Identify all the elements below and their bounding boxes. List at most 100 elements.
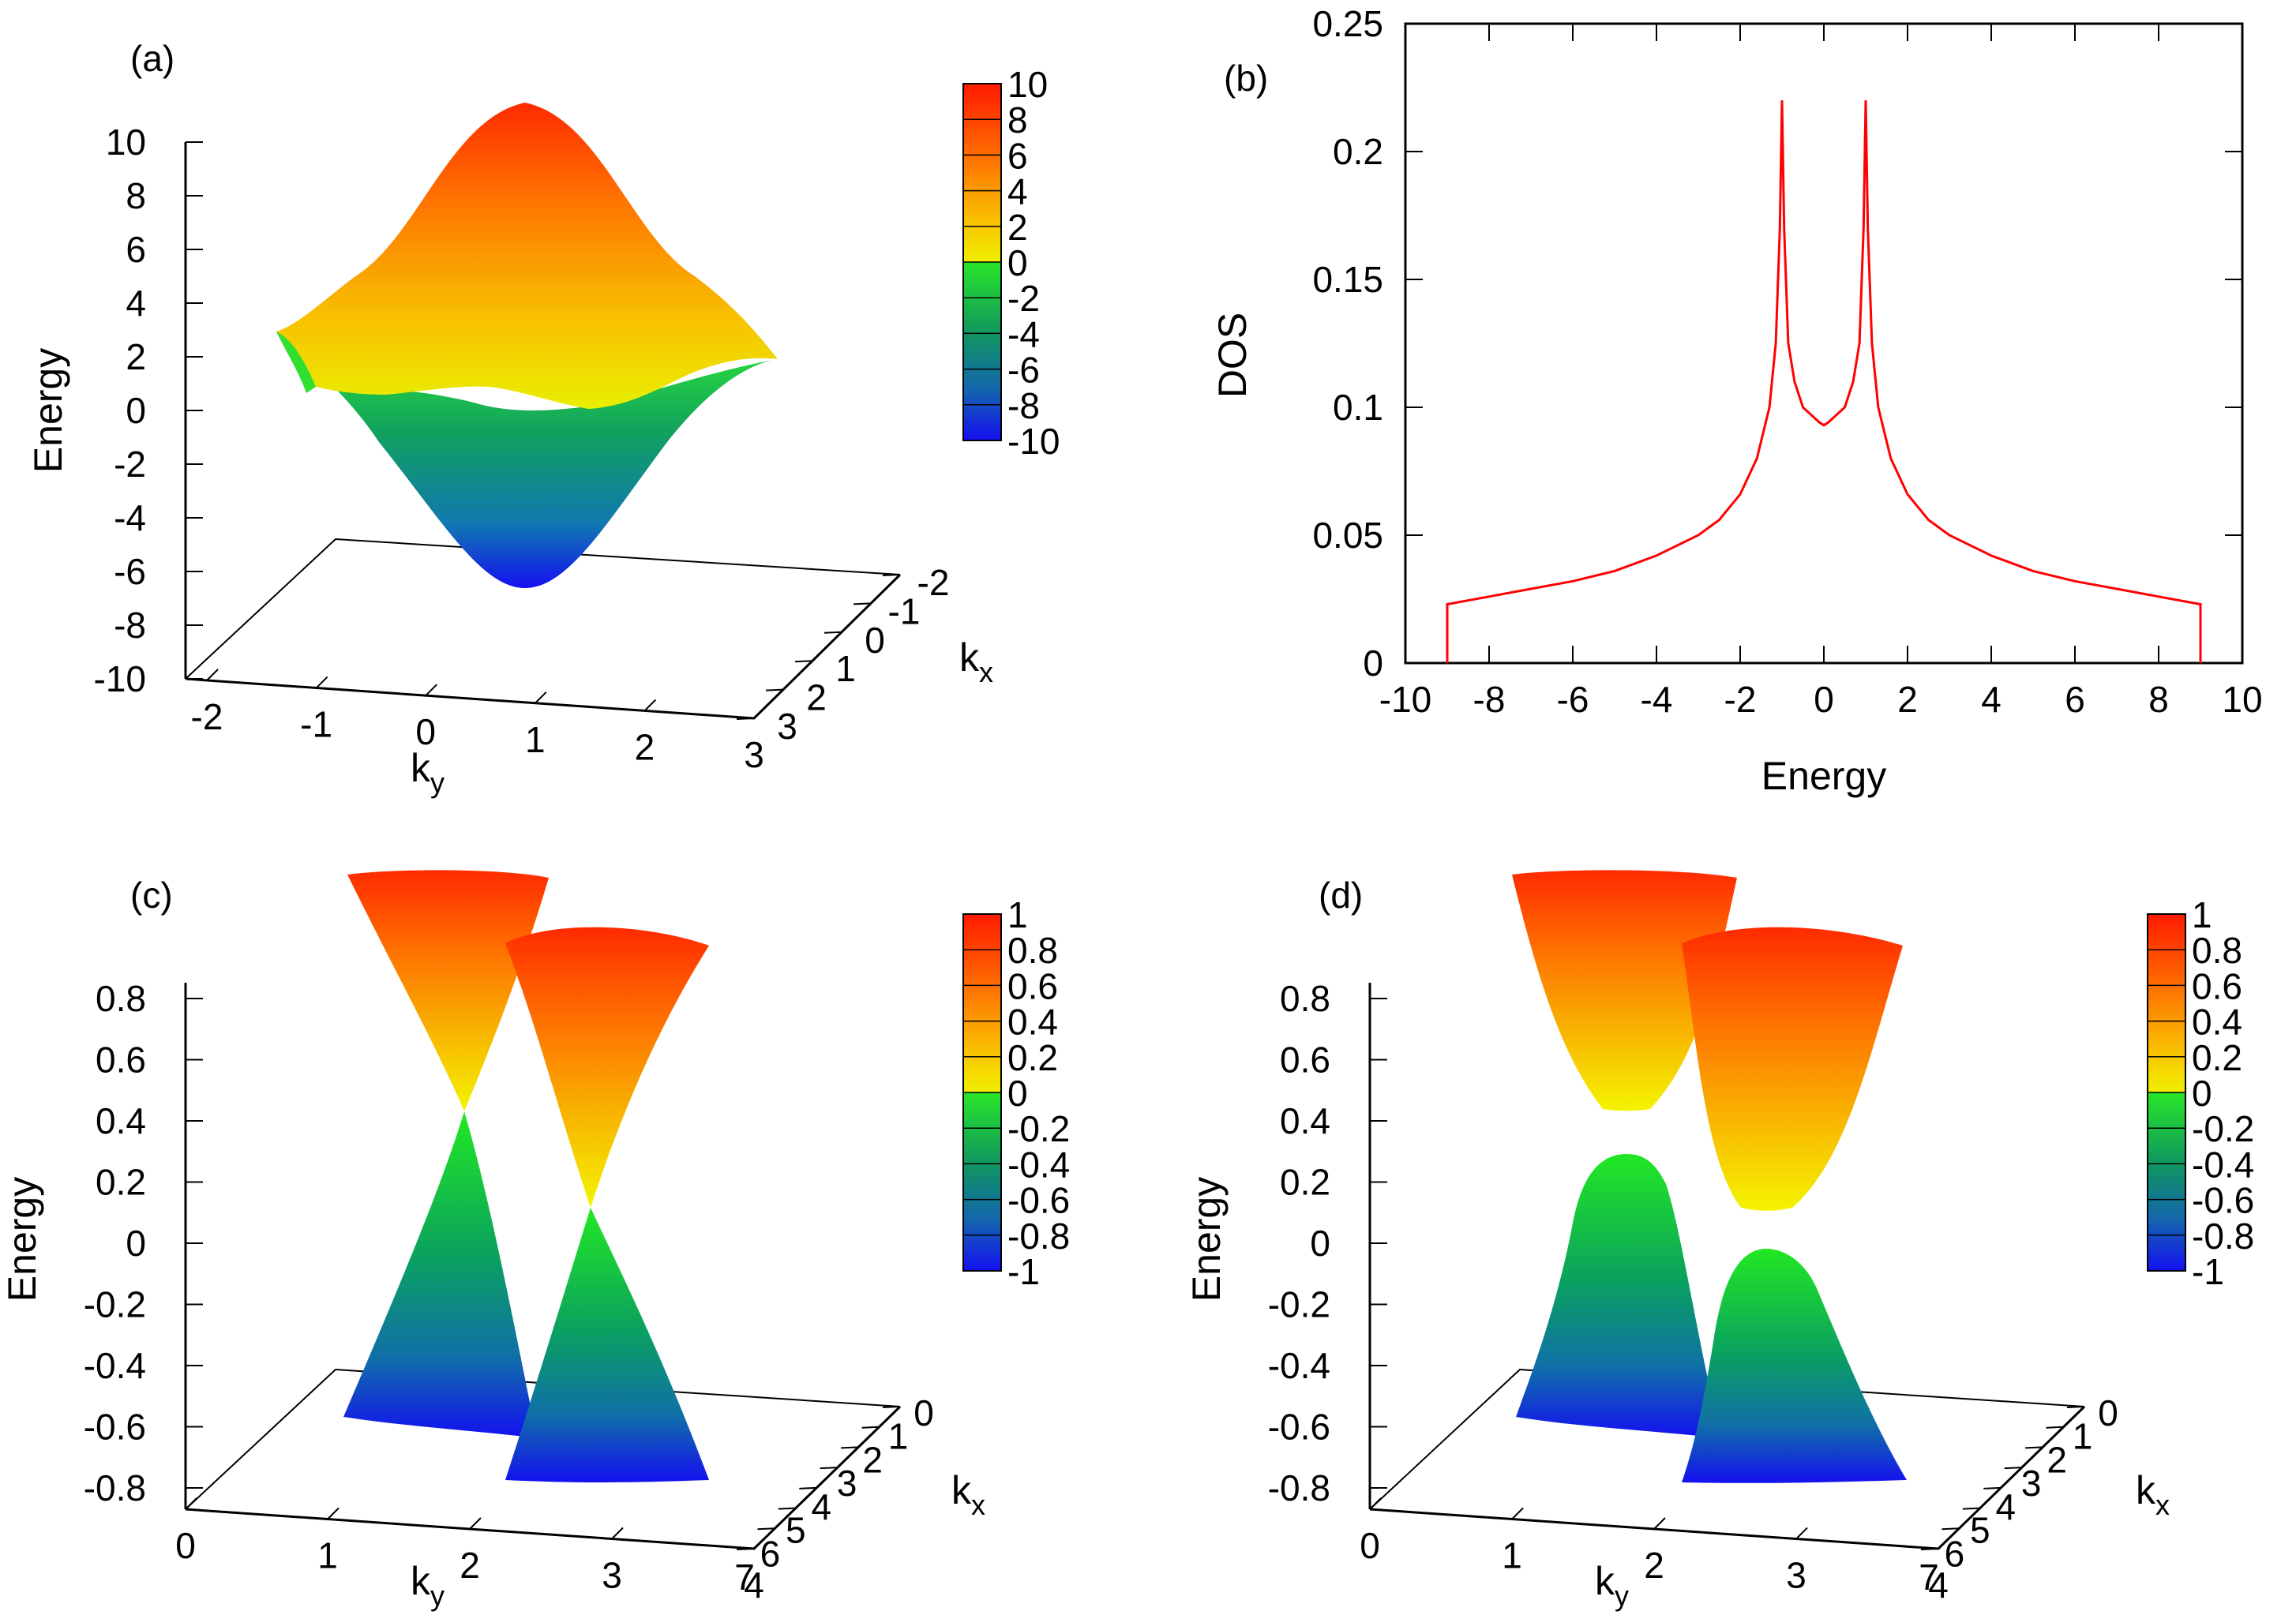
panel-c-colorbar-cell [963,1003,1001,1006]
panel-a-colorbar-cell [963,381,1001,384]
panel-d-colorbar-cell [2148,1212,2185,1215]
panel-c-colorbar-cell [963,1158,1001,1161]
panel-a-ztick-label: 6 [126,229,146,270]
panel-c-floor-back [185,1368,901,1510]
panel-c-xtick-mark [753,1537,766,1549]
panel-a-colorbar-cell [963,373,1001,376]
panel-b-xtick-label: -2 [1724,679,1757,720]
panel-a-colorbar-cell [963,108,1001,111]
panel-d-colorbar-cell [2148,1190,2185,1193]
panel-d-colorbar-cell [2148,1189,2185,1192]
panel-a-colorbar-cell [963,230,1001,233]
panel-d-colorbar-label: -0.2 [2192,1108,2254,1149]
panel-d-colorbar-cell [2148,1183,2185,1186]
panel-a-colorbar-cell [963,433,1001,437]
panel-d-ytick-label: 2 [2047,1439,2067,1480]
panel-c-colorbar-cell [963,1036,1001,1040]
panel-c-colorbar-cell [963,1189,1001,1192]
panel-b-xtick-label: 6 [2065,679,2085,720]
panel-a-colorbar-cell [963,217,1001,220]
panel-a-colorbar-cell [963,176,1001,179]
panel-c-colorbar-cell [963,935,1001,939]
panel-a-colorbar-cell [963,404,1001,408]
panel-a-colorbar-cell [963,119,1001,122]
panel-c-colorbar-cell [963,1008,1001,1012]
panel-d-colorbar-cell [2148,1172,2185,1175]
panel-d-colorbar-cell [2148,991,2185,994]
panel-c-xtick-label: 1 [317,1535,338,1576]
panel-c-colorbar-cell [963,1185,1001,1188]
panel-a-colorbar-cell [963,190,1001,193]
panel-d-colorbar-cell [2148,1260,2185,1263]
panel-c-colorbar-cell [963,1060,1001,1063]
panel-c-colorbar-label: 0.8 [1007,930,1058,971]
panel-c-colorbar-cell [963,1051,1001,1055]
panel-a-colorbar-cell [963,281,1001,285]
panel-c-colorbar-cell [963,1080,1001,1083]
panel-c-colorbar-cell [963,1190,1001,1193]
panel-d-colorbar-cell [2148,1063,2185,1067]
panel-c-colorbar-cell [963,1133,1001,1137]
panel-d-colorbar-cell [2148,1249,2185,1253]
panel-c-colorbar-cell [963,998,1001,1001]
panel-c-ytick-mark [820,1467,838,1470]
panel-a-colorbar-cell [963,215,1001,219]
panel-d-zlabel: Energy [1184,1177,1229,1302]
panel-c-colorbar-cell [963,1121,1001,1124]
panel-a-ytick-label: 3 [777,706,797,747]
panel-d-colorbar-cell [2148,939,2185,942]
panel-d-colorbar-cell [2148,1222,2185,1226]
panel-c-colorbar-label: -0.2 [1007,1108,1070,1149]
panel-b-label: (b) [1224,58,1268,99]
panel-d-ytick-label: 6 [1945,1533,1965,1574]
panel-c-cone1-upper [347,870,549,1111]
panel-a-colorbar-label: 6 [1007,135,1028,176]
panel-a-colorbar-cell [963,213,1001,217]
panel-d-colorbar-cell [2148,1103,2185,1106]
panel-a-colorbar-cell [963,271,1001,274]
panel-a-colorbar-cell [963,401,1001,404]
panel-d-colorbar-cell [2148,1179,2185,1182]
panel-c-colorbar-cell [963,1087,1001,1090]
panel-a-ytick-mark [765,688,784,691]
panel-b-ytick-label: 0.05 [1312,515,1383,556]
panel-c-xlabel: ky [411,1559,445,1612]
panel-c-colorbar-cell [963,1220,1001,1223]
panel-a-colorbar-cell [963,429,1001,433]
panel-a-colorbar-cell [963,347,1001,350]
panel-c-zlabel: Energy [0,1177,44,1302]
panel-d-colorbar-cell [2148,1258,2185,1261]
panel-c-colorbar-label: -0.8 [1007,1216,1070,1257]
panel-a-colorbar-cell [963,173,1001,176]
panel-d-colorbar-cell [2148,1073,2185,1076]
panel-d-ytick-mark [2004,1467,2022,1470]
panel-c-colorbar-cell [963,1022,1001,1026]
panel-a-ztick-label: -4 [114,497,146,538]
panel-d-colorbar-cell [2148,1251,2185,1254]
panel-d-colorbar-cell [2148,962,2185,965]
panel-d-colorbar-cell [2148,1192,2185,1195]
panel-a-colorbar-cell [963,163,1001,167]
panel-d-colorbar-cell [2148,995,2185,999]
panel-a-colorbar-cell [963,132,1001,135]
panel-d-colorbar-cell [2148,1046,2185,1049]
panel-a-colorbar-cell [963,148,1001,151]
panel-a-colorbar-cell [963,141,1001,144]
panel-b-xtick-label: 4 [1981,679,2001,720]
panel-a-colorbar-label: 4 [1007,171,1028,212]
panel-d-colorbar-cell [2148,965,2185,969]
panel-c-colorbar-label: 0 [1007,1073,1028,1114]
panel-a-colorbar-cell [963,110,1001,114]
panel-a-ytick-mark [823,631,842,634]
panel-c-ztick-label: 0.6 [96,1040,146,1081]
panel-c-colorbar-cell [963,1205,1001,1208]
panel-c-colorbar-cell [963,960,1001,964]
panel-d-colorbar-cell [2148,981,2185,985]
panel-d-colorbar-cell [2148,1067,2185,1070]
panel-c-colorbar-cell [963,999,1001,1002]
panel-d-colorbar-cell [2148,1062,2185,1065]
panel-d-colorbar-cell [2148,1246,2185,1249]
panel-d-xtick-mark [1369,1497,1382,1510]
panel-a-colorbar-cell [963,410,1001,413]
